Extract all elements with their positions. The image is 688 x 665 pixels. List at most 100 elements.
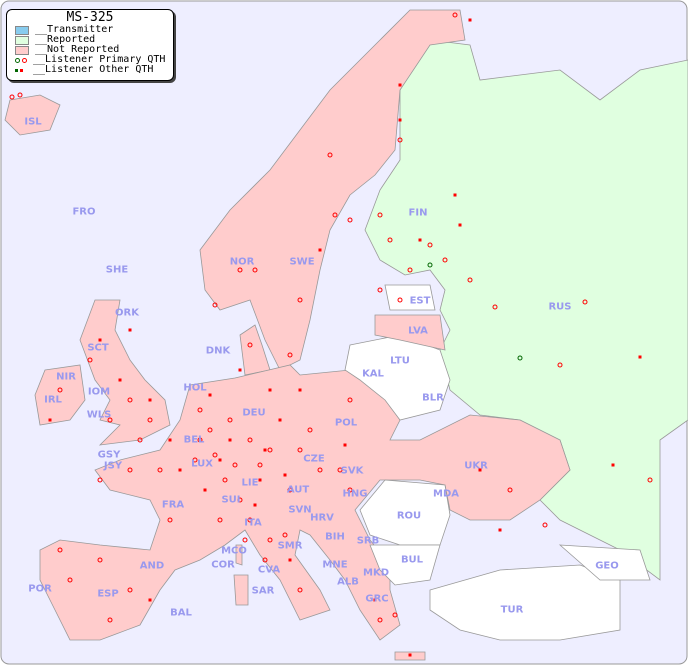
country-label-bel: BEL	[183, 434, 205, 446]
country-label-iom: IOM	[87, 386, 111, 398]
country-label-mkd: MKD	[362, 567, 390, 579]
listener-other-marker	[453, 193, 457, 197]
listener-other-marker	[408, 653, 412, 657]
listener-primary-marker	[452, 12, 458, 18]
listener-primary-marker	[247, 517, 253, 523]
country-label-irl: IRL	[44, 394, 62, 406]
country-label-mco: MCO	[221, 545, 247, 557]
region-estonia	[384, 284, 436, 311]
listener-primary-marker	[542, 522, 548, 528]
transmitter-swatch	[15, 25, 29, 35]
listener-other-marker	[478, 468, 482, 472]
listener-primary-marker	[297, 447, 303, 453]
listener-primary-marker	[147, 417, 153, 423]
listener-primary-marker	[247, 342, 253, 348]
square-marker-icon	[15, 68, 27, 72]
listener-primary-marker	[347, 397, 353, 403]
listener-primary-marker	[287, 352, 293, 358]
listener-other-marker	[468, 18, 472, 22]
listener-primary-marker	[507, 487, 513, 493]
listener-primary-marker	[442, 257, 448, 263]
legend-label: __Listener Primary QTH	[33, 54, 166, 65]
region-continental-europe	[39, 364, 571, 641]
listener-other-marker	[238, 368, 242, 372]
listener-other-marker	[148, 398, 152, 402]
legend-label: __Transmitter	[35, 24, 114, 35]
listener-primary-marker	[427, 242, 433, 248]
country-label-ita: ITA	[244, 517, 262, 529]
country-label-cze: CZE	[303, 453, 325, 465]
country-label-lux: LUX	[191, 458, 213, 470]
listener-other-marker	[258, 478, 262, 482]
listener-other-marker	[398, 83, 402, 87]
country-label-ukr: UKR	[464, 460, 488, 472]
listener-other-marker	[283, 473, 287, 477]
listener-other-marker	[278, 418, 282, 422]
listener-other-marker	[168, 438, 172, 442]
listener-other-marker	[263, 448, 267, 452]
region-corsica	[235, 544, 243, 566]
region-ireland	[34, 364, 86, 426]
circle-marker-icon	[15, 57, 27, 63]
country-label-ork: ORK	[115, 307, 139, 319]
country-label-svk: SVK	[340, 465, 364, 477]
listener-primary-marker	[307, 427, 313, 433]
country-label-mne: MNE	[322, 559, 348, 571]
country-label-nor: NOR	[229, 256, 255, 268]
listener-primary-marker	[67, 577, 73, 583]
listener-primary-marker	[582, 299, 588, 305]
listener-other-marker	[611, 463, 615, 467]
listener-primary-marker	[232, 462, 238, 468]
listener-primary-marker	[347, 217, 353, 223]
listener-primary-marker	[377, 617, 383, 623]
listener-primary-marker	[97, 557, 103, 563]
country-label-sui: SUI	[221, 494, 241, 506]
listener-other-marker	[98, 338, 102, 342]
listener-primary-marker	[127, 397, 133, 403]
listener-primary-marker	[467, 277, 473, 283]
region-georgia	[558, 544, 651, 581]
listener-primary-marker	[127, 467, 133, 473]
listener-primary-marker	[217, 517, 223, 523]
country-label-deu: DEU	[242, 407, 266, 419]
region-latvia	[374, 314, 446, 351]
listener-primary-marker	[242, 537, 248, 543]
listener-other-marker	[298, 388, 302, 392]
legend-other-qth: __Listener Other QTH	[7, 65, 173, 75]
listener-primary-marker	[107, 417, 113, 423]
country-label-isl: ISL	[24, 116, 42, 128]
listener-other-marker	[418, 238, 422, 242]
listener-other-marker	[118, 378, 122, 382]
region-bulgaria	[369, 544, 441, 586]
region-denmark	[239, 324, 271, 376]
country-label-tur: TUR	[500, 604, 524, 616]
listener-other-marker	[48, 418, 52, 422]
legend-title: MS-325	[66, 10, 114, 25]
listener-primary-marker	[192, 457, 198, 463]
listener-other-marker	[318, 248, 322, 252]
not-reported-swatch	[15, 45, 29, 55]
region-turkey	[429, 564, 621, 641]
listener-primary-marker	[397, 297, 403, 303]
listener-primary-marker	[267, 537, 273, 543]
listener-other-marker	[208, 393, 212, 397]
legend-label: __Listener Other QTH	[33, 64, 154, 75]
listener-primary-marker	[107, 617, 113, 623]
region-scandinavia	[199, 9, 466, 371]
listener-primary-marker	[327, 152, 333, 158]
listener-primary-marker	[337, 467, 343, 473]
legend-label: __Not Reported	[35, 44, 120, 55]
country-label-jsy: JSY	[103, 460, 123, 472]
listener-primary-marker	[297, 587, 303, 593]
listener-primary-marker	[227, 417, 233, 423]
country-label-sct: SCT	[87, 342, 109, 354]
listener-other-marker	[373, 598, 377, 602]
listener-primary-marker	[267, 447, 273, 453]
listener-primary-marker	[647, 477, 653, 483]
country-label-pol: POL	[334, 417, 358, 429]
listener-primary-marker	[237, 267, 243, 273]
listener-primary-marker	[57, 387, 63, 393]
listener-primary-marker	[157, 467, 163, 473]
listener-primary-marker	[492, 304, 498, 310]
region-uk	[79, 299, 171, 446]
